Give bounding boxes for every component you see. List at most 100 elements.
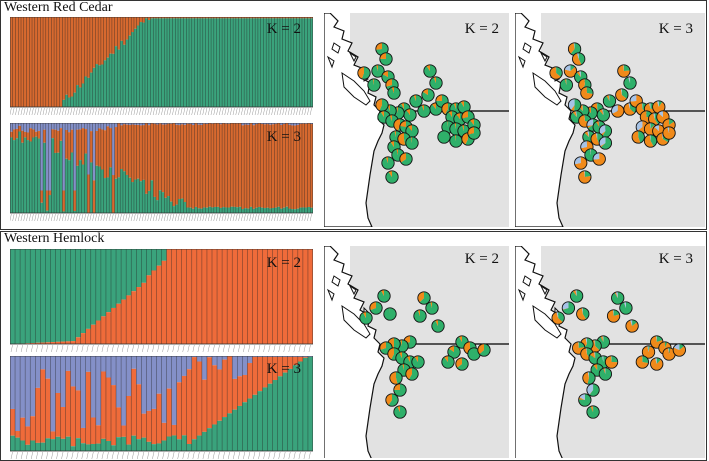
sample-tick (25, 451, 28, 459)
sample-tick (254, 213, 257, 221)
sample-tick (232, 213, 235, 221)
pie-outline (413, 309, 427, 323)
pie-slice (574, 98, 581, 112)
ancestry-bar-segment (26, 140, 30, 213)
pie-slice (549, 66, 561, 80)
ancestry-bar-segment (70, 249, 76, 342)
ancestry-bar-segment (75, 438, 81, 451)
ancestry-bar-segment (285, 206, 289, 213)
ancestry-bar-segment (290, 125, 295, 210)
ancestry-bar-segment (103, 123, 107, 131)
ancestry-bar-segment (32, 17, 36, 107)
ancestry-bar-segment (213, 123, 217, 207)
pie-slice (653, 112, 655, 119)
sample-tick (136, 107, 139, 115)
ancestry-bar-segment (111, 175, 115, 213)
ancestry-bar-segment (189, 123, 193, 124)
ancestry-bar-segment (156, 443, 162, 451)
sample-tick (96, 344, 99, 352)
ancestry-bar-segment (191, 18, 195, 108)
ancestry-bar-segment (117, 17, 121, 50)
ancestry-bar-segment (271, 207, 275, 213)
ancestry-bar-segment (191, 208, 195, 213)
sample-tick (20, 344, 23, 352)
ancestry-bar-segment (216, 206, 220, 213)
ancestry-bar-segment (277, 249, 283, 344)
sample-tick (243, 344, 246, 352)
ancestry-bar-segment (136, 123, 140, 125)
sample-tick (202, 107, 205, 115)
sample-tick (279, 107, 282, 115)
admixture-pie (574, 156, 588, 170)
ancestry-bar-segment (247, 249, 253, 344)
ancestry-bar-segment (257, 356, 263, 392)
sample-tick (89, 107, 92, 115)
ancestry-bar-segment (100, 17, 104, 65)
ancestry-bar-segment (60, 438, 66, 451)
sample-tick (202, 344, 205, 352)
sample-tick (26, 107, 29, 115)
sample-tick (287, 107, 290, 115)
ancestry-bar-segment (274, 17, 278, 19)
ancestry-bar-segment (171, 249, 177, 344)
island (341, 304, 371, 339)
ancestry-bar-segment (277, 356, 283, 377)
pie-slice (575, 289, 577, 296)
pie-slice (401, 102, 404, 109)
pie-outline (662, 126, 676, 140)
ancestry-bar-segment (255, 207, 259, 213)
pie-slice (576, 307, 587, 321)
pie-slice (580, 347, 591, 361)
sample-tick (238, 213, 241, 221)
ancestry-bar-segment (60, 356, 66, 408)
pie-outline (561, 301, 576, 315)
sample-tick (28, 107, 31, 115)
pie-slice (578, 170, 592, 184)
ancestry-bar-segment (106, 126, 110, 178)
sample-tick (37, 213, 40, 221)
pie-outline (377, 289, 391, 303)
ancestry-bar-segment (292, 365, 299, 451)
sample-tick (162, 451, 165, 459)
island (522, 275, 532, 287)
sample-tick (224, 213, 227, 221)
sample-tick (263, 107, 266, 115)
ancestry-bar-segment (282, 372, 289, 451)
ancestry-bar-segment (290, 209, 295, 213)
pie-slice (578, 341, 585, 348)
ancestry-bar-segment (32, 123, 36, 130)
ancestry-bar-segment (136, 124, 140, 179)
sample-tick (92, 107, 95, 115)
sample-tick (263, 451, 266, 459)
pie-slice (605, 355, 618, 369)
pie-outline (367, 78, 381, 92)
sample-tick (116, 451, 119, 459)
sample-tick (23, 213, 26, 221)
ancestry-bar-segment (244, 208, 248, 213)
sample-tick (100, 213, 103, 221)
pie-slice (388, 170, 392, 177)
ancestry-bar-segment (30, 440, 36, 451)
pie-slice (582, 307, 583, 314)
sample-tick (81, 107, 84, 115)
sample-tick (248, 451, 251, 459)
ancestry-bar-segment (232, 409, 238, 451)
pie-slice (587, 371, 589, 378)
ancestry-bar-segment (141, 413, 147, 438)
ocean-coastline (324, 246, 385, 458)
ancestry-bar-segment (55, 436, 61, 451)
ancestry-bar-segment (48, 195, 52, 213)
ancestry-bar-segment (285, 17, 289, 19)
pie-slice (583, 337, 594, 351)
ancestry-bar-segment (30, 416, 36, 441)
ancestry-bar-segment (139, 123, 143, 126)
pie-slice (656, 357, 661, 364)
sample-tick (243, 451, 246, 459)
ancestry-bar-segment (15, 128, 19, 139)
sample-tick (229, 107, 232, 115)
admixture-pie (467, 126, 481, 140)
admixture-pie (598, 136, 613, 150)
sample-tick (81, 344, 84, 352)
ancestry-bar-segment (95, 165, 99, 213)
sample-tick (260, 213, 263, 221)
